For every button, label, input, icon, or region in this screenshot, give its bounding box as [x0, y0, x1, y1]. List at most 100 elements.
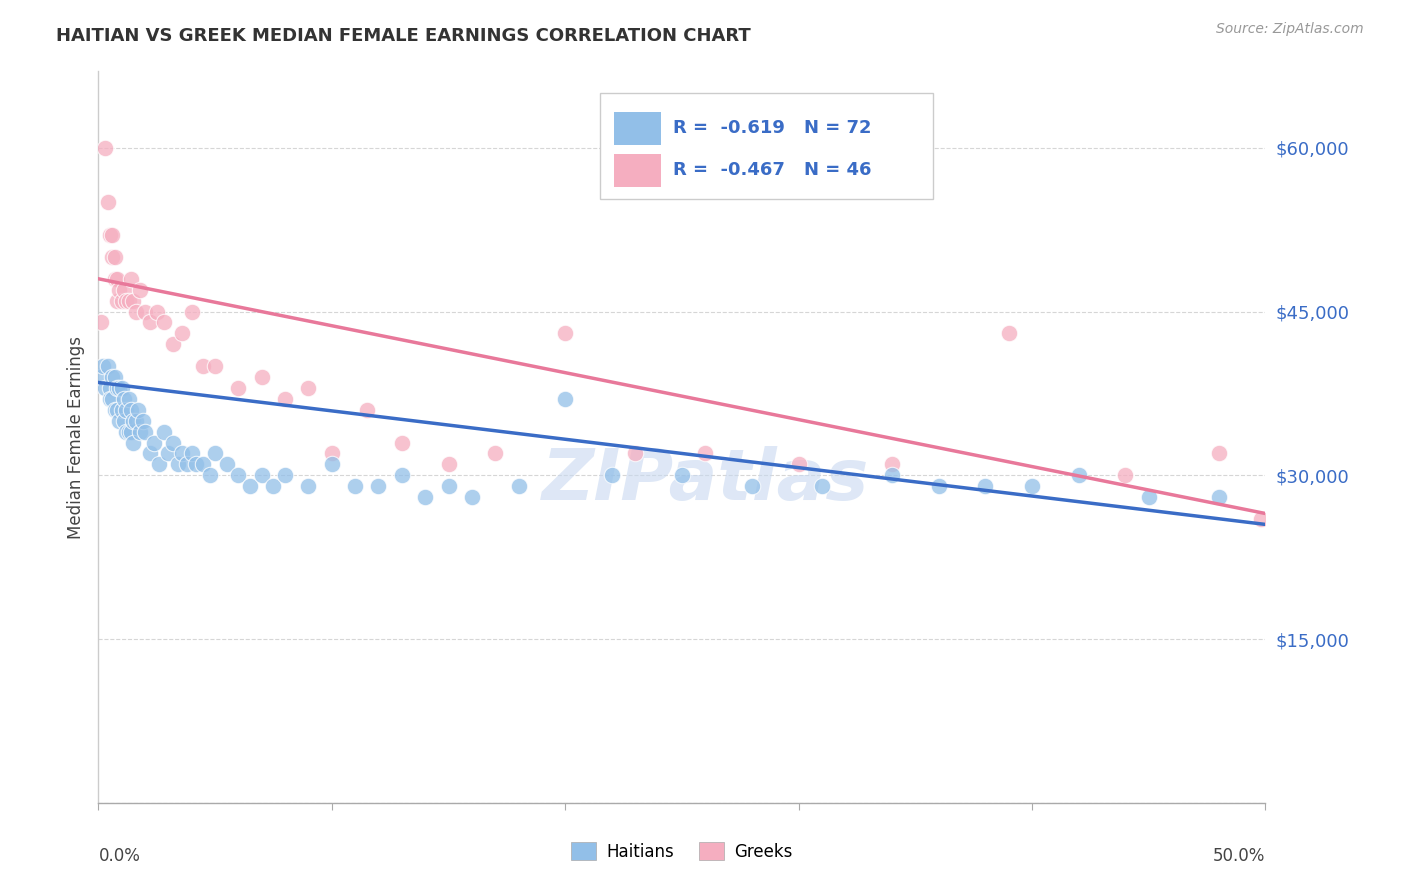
Point: [101, 250, 124, 264]
Point: [262, 479, 284, 493]
Point: [91, 359, 114, 373]
Point: [624, 446, 647, 460]
Point: [101, 392, 124, 406]
Point: [90, 370, 112, 384]
Point: [321, 446, 343, 460]
Point: [1021, 479, 1043, 493]
Text: R =  -0.467: R = -0.467: [672, 161, 785, 179]
Text: N = 46: N = 46: [804, 161, 872, 179]
Point: [115, 293, 138, 308]
Point: [787, 458, 810, 472]
Bar: [614, 154, 661, 187]
Point: [148, 458, 170, 472]
Point: [122, 293, 145, 308]
Bar: [614, 112, 661, 145]
Point: [120, 402, 142, 417]
Point: [811, 479, 834, 493]
Point: [215, 458, 238, 472]
Point: [129, 425, 152, 439]
Point: [1208, 490, 1230, 504]
Point: [112, 414, 135, 428]
Point: [274, 468, 297, 483]
Point: [297, 479, 319, 493]
Point: [162, 337, 184, 351]
Point: [554, 392, 576, 406]
Point: [94, 381, 117, 395]
Point: [139, 446, 162, 460]
Point: [120, 425, 142, 439]
Point: [152, 425, 174, 439]
Text: N = 72: N = 72: [804, 119, 872, 136]
Point: [105, 381, 128, 395]
Point: [115, 402, 138, 417]
Point: [695, 446, 717, 460]
Text: 50.0%: 50.0%: [1213, 847, 1265, 864]
Point: [391, 435, 413, 450]
Point: [204, 359, 226, 373]
Point: [118, 425, 141, 439]
Point: [180, 446, 202, 460]
Point: [180, 304, 202, 318]
Point: [111, 381, 134, 395]
Point: [122, 414, 145, 428]
Point: [461, 490, 484, 504]
Point: [104, 250, 127, 264]
Point: [200, 468, 222, 483]
Point: [108, 283, 131, 297]
Point: [176, 458, 198, 472]
Point: [228, 468, 250, 483]
Point: [413, 490, 436, 504]
Point: [146, 304, 169, 318]
Point: [228, 381, 250, 395]
Point: [344, 479, 367, 493]
Point: [880, 468, 903, 483]
Point: [484, 446, 506, 460]
Point: [166, 458, 188, 472]
Point: [105, 293, 128, 308]
Text: Source: ZipAtlas.com: Source: ZipAtlas.com: [1216, 22, 1364, 37]
Point: [94, 141, 117, 155]
Point: [1114, 468, 1136, 483]
Text: ZIPatlas: ZIPatlas: [541, 447, 869, 516]
Point: [134, 425, 156, 439]
Point: [104, 370, 127, 384]
Point: [741, 479, 763, 493]
Point: [98, 228, 121, 243]
Point: [120, 272, 142, 286]
Point: [1250, 512, 1272, 526]
Legend: Haitians, Greeks: Haitians, Greeks: [565, 836, 799, 868]
FancyBboxPatch shape: [600, 94, 932, 200]
Point: [98, 381, 121, 395]
Point: [101, 228, 124, 243]
Point: [118, 392, 141, 406]
Point: [172, 326, 194, 341]
Point: [132, 414, 155, 428]
Point: [97, 359, 120, 373]
Point: [193, 458, 215, 472]
Point: [112, 283, 135, 297]
Point: [880, 458, 903, 472]
Point: [111, 293, 134, 308]
Point: [112, 392, 135, 406]
Point: [134, 304, 156, 318]
Point: [105, 272, 128, 286]
Point: [437, 479, 460, 493]
Point: [437, 458, 460, 472]
Point: [129, 283, 152, 297]
Point: [118, 293, 141, 308]
Point: [186, 458, 208, 472]
Point: [143, 435, 166, 450]
Point: [239, 479, 262, 493]
Point: [554, 326, 576, 341]
Point: [104, 402, 127, 417]
Point: [356, 402, 378, 417]
Point: [152, 315, 174, 329]
Point: [172, 446, 194, 460]
Point: [367, 479, 389, 493]
Point: [250, 370, 273, 384]
Text: 0.0%: 0.0%: [98, 847, 141, 864]
Point: [98, 392, 121, 406]
Point: [108, 381, 131, 395]
Point: [104, 272, 127, 286]
Text: R =  -0.619: R = -0.619: [672, 119, 785, 136]
